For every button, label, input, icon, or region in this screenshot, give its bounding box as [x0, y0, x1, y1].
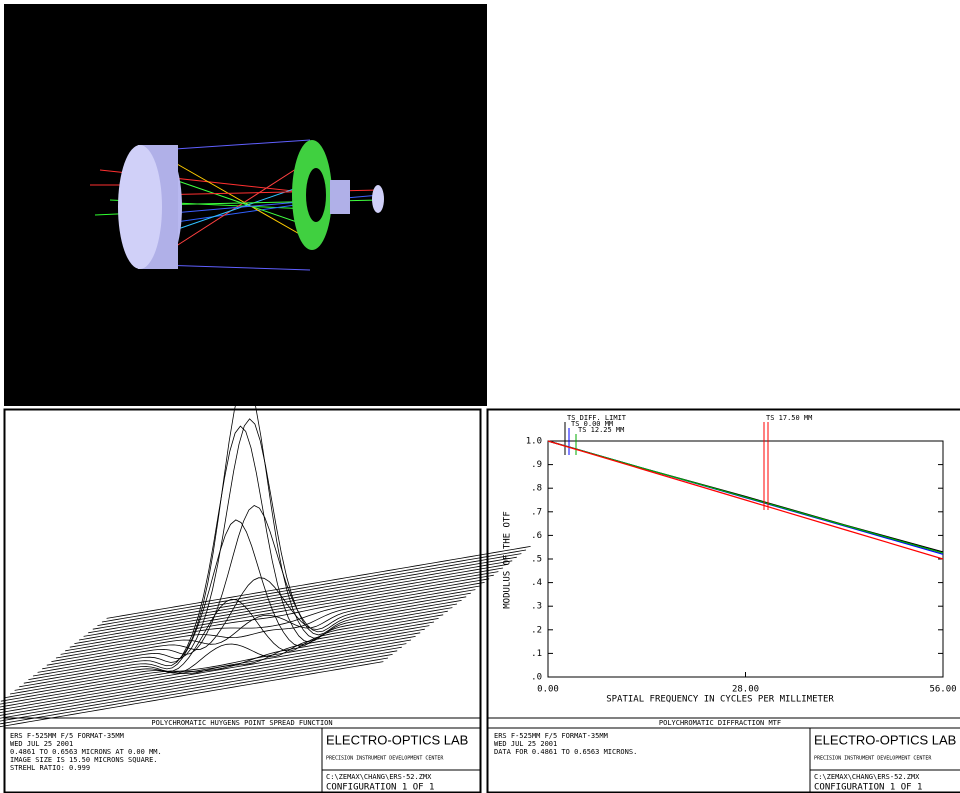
x-tick-label: 28.00 [732, 685, 759, 695]
info-line: DATA FOR 0.4861 TO 0.6563 MICRONS. [494, 748, 637, 756]
legend-label: TS 12.25 MM [578, 426, 624, 434]
file-path: C:\ZEMAX\CHANG\ERS-52.ZMX [814, 773, 920, 781]
info-line: IMAGE SIZE IS 15.50 MICRONS SQUARE. [10, 756, 158, 764]
lab-name: ELECTRO-OPTICS LAB [326, 732, 468, 747]
psf-row [38, 419, 462, 673]
y-tick-label: .1 [531, 649, 542, 659]
y-axis-label: MODULUS OF THE OTF [503, 511, 513, 609]
info-line: ERS F-525MM F/5 FORMAT-35MM [10, 732, 124, 740]
psf-row [0, 636, 416, 708]
mtf-panel: .0 .1 .2 .3 .4 .5 .6 .7 .8 .9 1.0 0.00 28.00 56.00 TS … [487, 410, 960, 793]
layout-panel [4, 4, 487, 406]
info-line: STREHL RATIO: 0.999 [10, 764, 90, 772]
info-line: WED JUL 25 2001 [10, 740, 73, 748]
plot-frame [548, 441, 943, 677]
info-line: WED JUL 25 2001 [494, 740, 557, 748]
y-tick-label: 1.0 [526, 437, 542, 447]
legend-label: TS 17.50 MM [766, 414, 812, 422]
y-tick-label: .2 [531, 625, 542, 635]
secondary-hole [306, 168, 326, 222]
layout-background [4, 4, 487, 406]
y-tick-label: .5 [531, 555, 542, 565]
mtf-line [548, 441, 943, 553]
y-tick-label: .0 [531, 673, 542, 683]
info-line: ERS F-525MM F/5 FORMAT-35MM [494, 732, 608, 740]
psf-row [0, 640, 411, 712]
primary-mirror-face [118, 145, 162, 269]
mtf-plot: .0 .1 .2 .3 .4 .5 .6 .7 .8 .9 1.0 0.00 28.00 56.00 TS … [526, 414, 957, 695]
file-path: C:\ZEMAX\CHANG\ERS-52.ZMX [326, 773, 432, 781]
configuration: CONFIGURATION 1 OF 1 [326, 783, 434, 793]
page: {"psf_panel": {"title": "POLYCHROMATIC H… [0, 0, 960, 793]
y-tick-label: .8 [531, 484, 542, 494]
x-tick-label: 56.00 [929, 685, 956, 695]
info-line: 0.4861 TO 0.6563 MICRONS AT 0.00 MM. [10, 748, 162, 756]
panel-title: POLYCHROMATIC DIFFRACTION MTF [659, 719, 781, 727]
y-tick-label: .6 [531, 531, 542, 541]
relay-lens [330, 180, 350, 214]
lab-center: PRECISION INSTRUMENT DEVELOPMENT CENTER [814, 756, 932, 762]
configuration: CONFIGURATION 1 OF 1 [814, 783, 922, 793]
lab-name: ELECTRO-OPTICS LAB [814, 732, 956, 747]
y-tick-label: .3 [531, 602, 542, 612]
lab-center: PRECISION INSTRUMENT DEVELOPMENT CENTER [326, 756, 444, 762]
psf-row [47, 578, 471, 666]
panel-title: POLYCHROMATIC HUYGENS POINT SPREAD FUNCT… [151, 719, 332, 727]
y-tick-label: .4 [531, 578, 542, 588]
y-tick-label: .7 [531, 507, 542, 517]
psf-surface [0, 380, 531, 734]
x-tick-label: 0.00 [537, 685, 559, 695]
x-axis-label: SPATIAL FREQUENCY IN CYCLES PER MILLIMET… [606, 695, 834, 705]
screen: POLYCHROMATIC HUYGENS POINT SPREAD FUNCT… [0, 0, 960, 793]
psf-row [28, 426, 452, 679]
psf-panel: POLYCHROMATIC HUYGENS POINT SPREAD FUNCT… [0, 380, 531, 793]
y-tick-label: .9 [531, 460, 542, 470]
image-plane [372, 185, 384, 213]
mtf-line [548, 441, 943, 559]
